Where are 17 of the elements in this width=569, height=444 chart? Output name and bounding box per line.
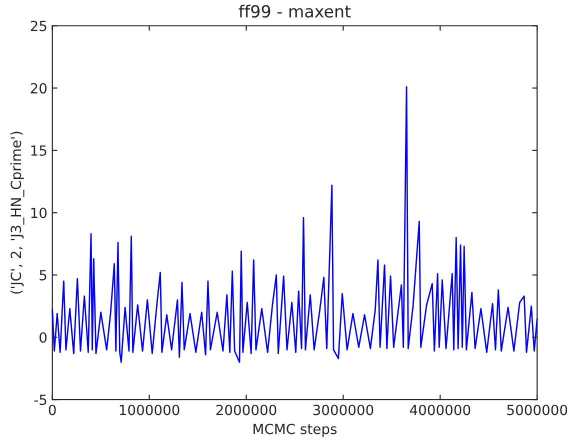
chart-title: ff99 - maxent	[238, 4, 351, 18]
x-tick-label: 2000000	[216, 404, 276, 416]
x-tick-label: 1000000	[120, 404, 180, 416]
line-series	[52, 86, 538, 363]
y-axis-title: ('JC', 2, 'J3_HN_Cprime')	[10, 132, 24, 294]
y-tick-label: -5	[34, 394, 46, 406]
x-tick-label: 5000000	[507, 404, 568, 416]
x-tick-label: 0	[48, 404, 56, 416]
y-tick-label: 10	[31, 208, 47, 218]
y-tick-label: 0	[40, 332, 47, 343]
x-tick-label: 3000000	[313, 404, 374, 416]
x-tick-label: 4000000	[410, 404, 470, 416]
y-tick-label: 20	[30, 83, 47, 94]
y-tick-label: 25	[30, 20, 46, 32]
x-axis-title: MCMC steps	[254, 424, 337, 437]
y-tick-label: 5	[40, 270, 46, 280]
y-tick-label: 15	[31, 146, 46, 156]
